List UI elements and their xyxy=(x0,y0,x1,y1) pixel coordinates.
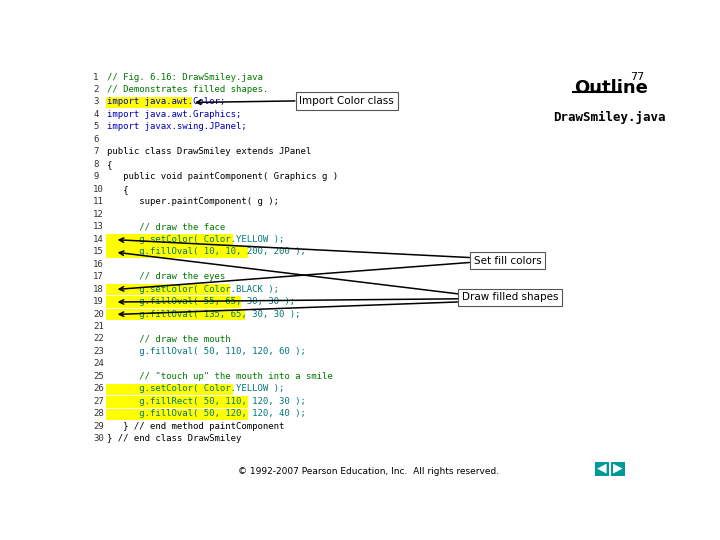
Text: 8: 8 xyxy=(93,160,99,169)
Text: // draw the mouth: // draw the mouth xyxy=(107,334,230,343)
Text: } // end method paintComponent: } // end method paintComponent xyxy=(107,422,284,431)
Text: super.paintComponent( g );: super.paintComponent( g ); xyxy=(107,197,279,206)
Text: Draw filled shapes: Draw filled shapes xyxy=(462,292,559,302)
Bar xyxy=(107,97,192,109)
Text: // "touch up" the mouth into a smile: // "touch up" the mouth into a smile xyxy=(107,372,333,381)
Text: g.setColor( Color.YELLOW );: g.setColor( Color.YELLOW ); xyxy=(107,384,284,393)
Bar xyxy=(595,462,609,476)
Text: 17: 17 xyxy=(93,272,104,281)
Text: 5: 5 xyxy=(93,123,99,131)
Text: public class DrawSmiley extends JPanel: public class DrawSmiley extends JPanel xyxy=(107,147,311,157)
Text: 12: 12 xyxy=(93,210,104,219)
Text: g.fillOval( 135, 65, 30, 30 );: g.fillOval( 135, 65, 30, 30 ); xyxy=(107,309,300,319)
Text: g.fillOval( 55, 65, 30, 30 );: g.fillOval( 55, 65, 30, 30 ); xyxy=(107,297,295,306)
Text: import java.awt.Color;: import java.awt.Color; xyxy=(107,97,225,106)
Bar xyxy=(107,396,248,408)
Text: g.fillOval( 50, 120, 120, 40 );: g.fillOval( 50, 120, 120, 40 ); xyxy=(107,409,306,418)
Text: © 1992-2007 Pearson Education, Inc.  All rights reserved.: © 1992-2007 Pearson Education, Inc. All … xyxy=(238,467,500,476)
Text: Set fill colors: Set fill colors xyxy=(474,256,541,266)
Text: g.fillOval( 50, 110, 120, 60 );: g.fillOval( 50, 110, 120, 60 ); xyxy=(107,347,306,356)
Text: 28: 28 xyxy=(93,409,104,418)
Bar xyxy=(107,246,248,258)
Text: 26: 26 xyxy=(93,384,104,393)
Text: 19: 19 xyxy=(93,297,104,306)
Text: 29: 29 xyxy=(93,422,104,431)
Text: g.setColor( Color.YELLOW );: g.setColor( Color.YELLOW ); xyxy=(107,235,284,244)
Text: 15: 15 xyxy=(93,247,104,256)
Bar xyxy=(107,383,233,395)
Text: 77: 77 xyxy=(630,72,644,83)
Text: } // end class DrawSmiley: } // end class DrawSmiley xyxy=(107,434,241,443)
Text: // draw the face: // draw the face xyxy=(107,222,225,231)
Text: import java.awt.Graphics;: import java.awt.Graphics; xyxy=(107,110,241,119)
Bar xyxy=(107,284,230,295)
Text: 4: 4 xyxy=(93,110,99,119)
Text: 14: 14 xyxy=(93,235,104,244)
Text: 1: 1 xyxy=(93,72,99,82)
Bar xyxy=(611,462,625,476)
Bar xyxy=(107,409,248,420)
Text: g.fillOval( 10, 10, 200, 200 );: g.fillOval( 10, 10, 200, 200 ); xyxy=(107,247,306,256)
Text: 6: 6 xyxy=(93,135,99,144)
Text: 7: 7 xyxy=(93,147,99,157)
Text: // Fig. 6.16: DrawSmiley.java: // Fig. 6.16: DrawSmiley.java xyxy=(107,72,263,82)
Text: 2: 2 xyxy=(93,85,99,94)
Text: 30: 30 xyxy=(93,434,104,443)
Text: g.fillRect( 50, 110, 120, 30 );: g.fillRect( 50, 110, 120, 30 ); xyxy=(107,397,306,406)
Text: import javax.swing.JPanel;: import javax.swing.JPanel; xyxy=(107,123,247,131)
Text: 18: 18 xyxy=(93,285,104,294)
Text: g.setColor( Color.BLACK );: g.setColor( Color.BLACK ); xyxy=(107,285,279,294)
Text: {: { xyxy=(107,160,112,169)
Text: 20: 20 xyxy=(93,309,104,319)
Text: 22: 22 xyxy=(93,334,104,343)
Text: 3: 3 xyxy=(93,97,99,106)
Text: 21: 21 xyxy=(93,322,104,331)
Text: // Demonstrates filled shapes.: // Demonstrates filled shapes. xyxy=(107,85,269,94)
Bar xyxy=(107,309,245,320)
Text: Outline: Outline xyxy=(575,79,648,97)
Bar xyxy=(107,296,241,308)
Text: DrawSmiley.java: DrawSmiley.java xyxy=(554,111,666,124)
Bar xyxy=(107,234,233,246)
Text: 13: 13 xyxy=(93,222,104,231)
Text: 23: 23 xyxy=(93,347,104,356)
Text: 24: 24 xyxy=(93,360,104,368)
Text: ◀: ◀ xyxy=(598,461,607,474)
Text: 11: 11 xyxy=(93,197,104,206)
Text: 25: 25 xyxy=(93,372,104,381)
Text: 10: 10 xyxy=(93,185,104,194)
Text: Import Color class: Import Color class xyxy=(300,96,394,106)
Text: ▶: ▶ xyxy=(613,461,623,474)
Text: public void paintComponent( Graphics g ): public void paintComponent( Graphics g ) xyxy=(107,172,338,181)
Text: 27: 27 xyxy=(93,397,104,406)
Text: // draw the eyes: // draw the eyes xyxy=(107,272,225,281)
Text: {: { xyxy=(107,185,129,194)
Text: 16: 16 xyxy=(93,260,104,268)
Text: 9: 9 xyxy=(93,172,99,181)
